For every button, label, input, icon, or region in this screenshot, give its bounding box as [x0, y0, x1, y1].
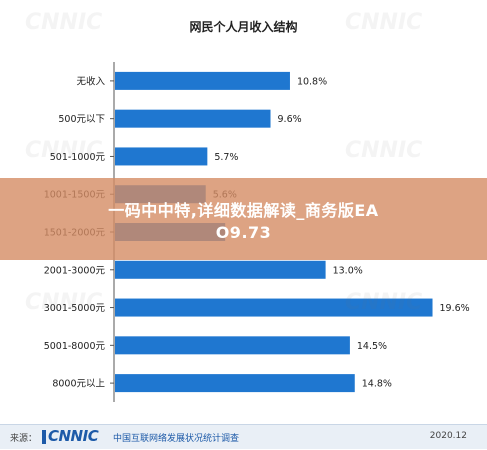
bar [115, 298, 433, 317]
bar [115, 147, 208, 166]
data-label: 19.6% [440, 303, 470, 314]
date-label: 2020.12 [429, 431, 467, 441]
y-tick-label: 无收入 [76, 75, 105, 87]
data-label: 10.8% [297, 76, 327, 87]
source-label: 来源： [10, 434, 38, 444]
overlay-line-2: O9.73 [215, 223, 272, 242]
bar [115, 109, 271, 128]
chart-title: 网民个人月收入结构 [189, 20, 298, 34]
y-tick-label: 500元以下 [58, 114, 105, 125]
y-tick-label: 501-1000元 [50, 152, 106, 163]
y-tick-label: 5001-8000元 [44, 341, 106, 352]
y-tick-label: 2001-3000元 [44, 265, 106, 276]
footer-bar: 来源： CNNIC 中国互联网络发展状况统计调查 2020.12 [0, 424, 487, 449]
data-label: 14.5% [357, 341, 387, 352]
overlay-banner [0, 178, 487, 260]
bar [115, 374, 355, 393]
y-tick-label: 3001-5000元 [44, 303, 106, 314]
bar [115, 260, 326, 279]
cnnic-logo-icon [40, 428, 48, 450]
org-name: 中国互联网络发展状况统计调查 [113, 434, 240, 444]
data-label: 13.0% [333, 265, 363, 276]
overlay-line-1: 一码中中特,详细数据解读_商务版EA [108, 201, 379, 220]
bar [115, 336, 350, 355]
overlay-text: 一码中中特,详细数据解读_商务版EA O9.73 [0, 200, 487, 244]
y-tick-label: 8000元以上 [52, 379, 105, 390]
logo-text: CNNIC [48, 427, 99, 445]
bar [115, 71, 290, 90]
data-label: 14.8% [362, 379, 392, 390]
data-label: 9.6% [278, 114, 302, 125]
data-label: 5.7% [214, 152, 238, 163]
